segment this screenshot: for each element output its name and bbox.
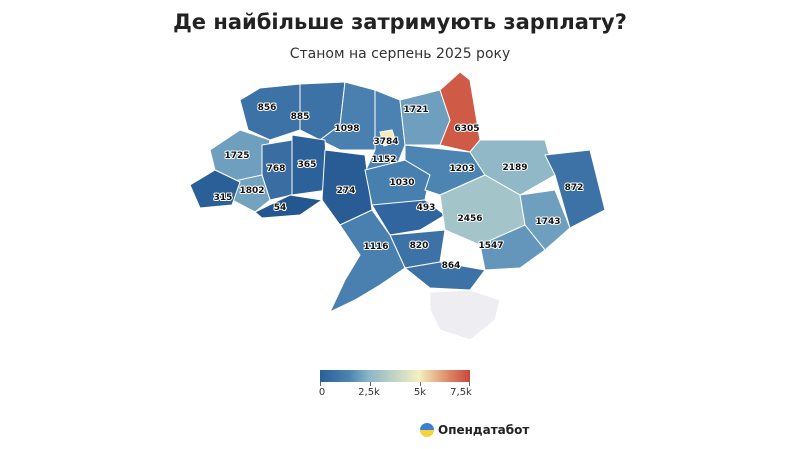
region-kherson[interactable] <box>403 261 486 291</box>
color-scale-legend <box>320 370 470 382</box>
label-odesa: 1116 <box>363 242 388 252</box>
legend-tick-5k: 5k <box>413 387 427 398</box>
label-kyiv-oblast: 1152 <box>371 155 396 165</box>
region-ternopil[interactable] <box>261 139 293 201</box>
label-ivano-frankivsk: 1802 <box>239 186 264 196</box>
legend-tick-7-5k: 7,5k <box>450 387 472 398</box>
brand-name: Опендатабот <box>438 423 530 437</box>
label-poltava: 1203 <box>449 164 474 174</box>
label-zhytomyr: 1098 <box>334 124 359 134</box>
label-kherson: 864 <box>442 261 461 271</box>
label-mykolaiv: 820 <box>410 241 429 251</box>
legend-tick-mark-3 <box>469 382 470 386</box>
region-chernivtsi[interactable] <box>254 194 324 219</box>
label-khmelnytskyi: 365 <box>298 160 317 170</box>
label-donetsk: 1743 <box>535 217 560 227</box>
label-kirovohrad: 493 <box>417 203 436 213</box>
region-kyiv-city[interactable] <box>379 129 397 147</box>
region-donetsk[interactable] <box>519 189 571 251</box>
label-ternopil: 768 <box>267 164 286 174</box>
region-zaporizhzhia[interactable] <box>479 224 546 271</box>
label-volyn: 856 <box>258 103 277 113</box>
label-kharkiv: 2189 <box>502 163 527 173</box>
legend-tick-0: 0 <box>318 387 326 398</box>
region-crimea[interactable] <box>429 289 501 341</box>
label-rivne: 885 <box>291 112 310 122</box>
label-vinnytsia: 274 <box>337 186 356 196</box>
brand-footer: Опендатабот <box>420 423 529 437</box>
label-chernivtsi: 54 <box>274 203 287 213</box>
label-dnipropetrovsk: 2456 <box>457 214 482 224</box>
legend-tick-2-5k: 2,5k <box>358 387 380 398</box>
chart-subtitle: Станом на серпень 2025 року <box>289 46 511 62</box>
chart-title: Де найбільше затримують зарплату? <box>173 10 627 34</box>
region-luhansk[interactable] <box>544 149 606 229</box>
legend-tick-mark-1 <box>370 382 371 386</box>
label-zaporizhzhia: 1547 <box>478 241 503 251</box>
label-lviv: 1725 <box>224 151 249 161</box>
label-luhansk: 872 <box>565 183 584 193</box>
label-sumy: 6305 <box>454 124 479 134</box>
region-zakarpattia[interactable] <box>189 169 241 209</box>
region-odesa[interactable] <box>328 209 406 314</box>
label-cherkasy: 1030 <box>389 178 414 188</box>
label-zakarpattia: 315 <box>214 193 233 203</box>
legend-tick-mark-0 <box>320 382 321 386</box>
opendatabot-logo-icon <box>420 423 434 437</box>
label-kyiv-city: 3784 <box>373 137 398 147</box>
label-chernihiv: 1721 <box>403 105 428 115</box>
legend-tick-mark-2 <box>420 382 421 386</box>
